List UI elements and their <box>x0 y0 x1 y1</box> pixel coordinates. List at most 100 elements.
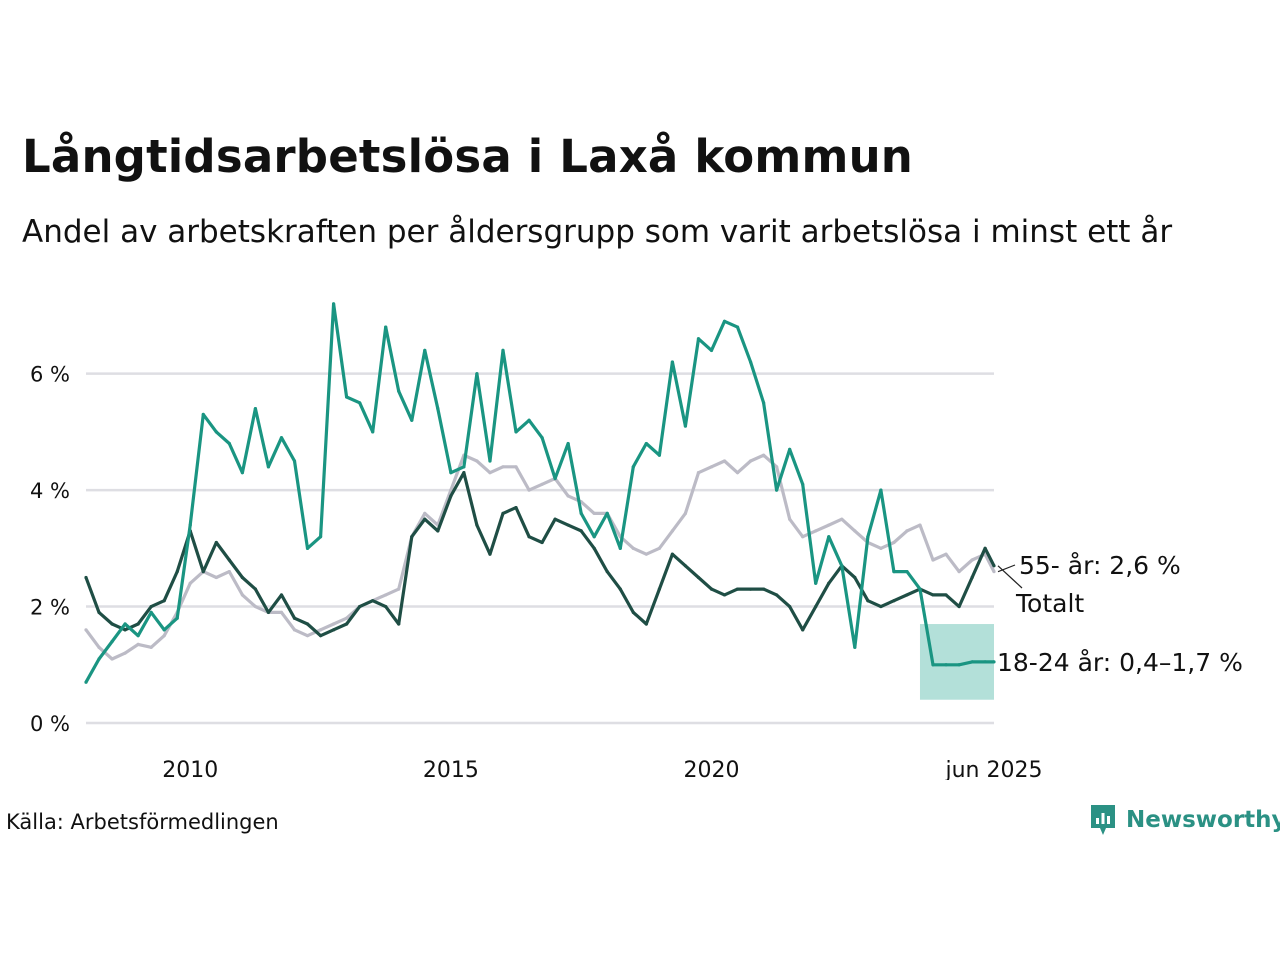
data-point-55-r <box>931 558 935 562</box>
data-point-18-24-r <box>918 587 922 591</box>
data-point-55-r <box>214 575 218 580</box>
data-point-18-24-r <box>305 546 310 550</box>
chart-subtitle: Andel av arbetskraften per åldersgrupp s… <box>22 214 1173 250</box>
data-point-18-24-r <box>957 663 961 667</box>
data-point-totalt <box>722 593 727 597</box>
data-point-totalt <box>592 546 596 550</box>
data-point-55-r <box>84 628 88 632</box>
data-point-totalt <box>553 517 557 521</box>
data-point-18-24-r <box>788 447 792 451</box>
y-tick-label: 2 % <box>30 596 70 620</box>
data-point-55-r <box>879 546 883 550</box>
data-point-totalt <box>358 604 362 609</box>
data-point-totalt <box>748 587 753 591</box>
data-point-totalt <box>605 570 609 574</box>
data-point-totalt <box>279 593 284 597</box>
data-point-55-r <box>540 482 544 486</box>
data-point-18-24-r <box>983 660 987 664</box>
data-point-55-r <box>748 459 753 463</box>
data-point-18-24-r <box>149 610 153 614</box>
data-point-18-24-r <box>331 302 336 306</box>
data-point-totalt <box>201 570 205 574</box>
data-point-totalt <box>292 616 297 620</box>
x-tick-label: 2010 <box>162 758 218 780</box>
data-point-totalt <box>788 604 792 609</box>
data-point-18-24-r <box>840 564 844 568</box>
data-point-55-r <box>722 459 727 463</box>
data-point-55-r <box>775 465 779 469</box>
brand-name: Newsworthy <box>1126 807 1280 833</box>
data-point-18-24-r <box>657 453 661 457</box>
data-point-18-24-r <box>240 471 244 475</box>
data-point-55-r <box>696 471 701 475</box>
data-point-55-r <box>475 459 479 463</box>
data-point-55-r <box>970 558 974 562</box>
data-point-totalt <box>735 587 740 591</box>
data-point-18-24-r <box>879 488 883 492</box>
data-point-18-24-r <box>905 570 909 574</box>
data-point-totalt <box>110 622 114 626</box>
data-point-55-r <box>501 465 505 469</box>
data-point-55-r <box>227 570 231 574</box>
data-point-18-24-r <box>227 441 231 446</box>
data-point-totalt <box>527 535 531 539</box>
data-point-55-r <box>253 604 258 609</box>
data-point-18-24-r <box>762 401 766 405</box>
data-point-totalt <box>149 604 153 609</box>
data-point-totalt <box>853 575 857 580</box>
data-point-totalt <box>397 622 401 626</box>
data-point-55-r <box>592 511 596 516</box>
data-point-18-24-r <box>540 436 544 440</box>
end-label-totalt: Totalt <box>1015 589 1084 618</box>
data-point-totalt <box>879 604 883 609</box>
data-point-55-r <box>136 642 140 647</box>
data-point-totalt <box>801 628 805 632</box>
data-point-totalt <box>657 587 661 591</box>
data-point-totalt <box>462 471 466 475</box>
data-point-18-24-r <box>501 348 505 352</box>
data-point-totalt <box>123 628 127 632</box>
data-point-totalt <box>566 523 570 527</box>
x-tick-label: jun 2025 <box>945 758 1043 780</box>
data-point-18-24-r <box>266 465 271 469</box>
data-point-18-24-r <box>527 418 531 422</box>
data-point-totalt <box>579 529 583 533</box>
source-note: Källa: Arbetsförmedlingen <box>6 810 279 834</box>
data-point-55-r <box>318 628 323 632</box>
data-point-totalt <box>814 604 818 609</box>
data-point-55-r <box>992 570 996 574</box>
data-point-totalt <box>84 575 88 580</box>
data-point-18-24-r <box>605 511 609 516</box>
data-point-18-24-r <box>123 622 127 626</box>
data-point-18-24-r <box>683 424 688 428</box>
data-point-55-r <box>292 628 297 632</box>
data-point-18-24-r <box>488 459 492 463</box>
data-point-totalt <box>866 599 870 603</box>
data-point-totalt <box>992 564 996 568</box>
leader-line-totalt <box>997 565 1023 589</box>
data-point-18-24-r <box>892 570 896 574</box>
data-point-18-24-r <box>944 663 948 667</box>
data-point-18-24-r <box>410 418 414 422</box>
leader-line-55 <box>997 564 1016 573</box>
data-point-18-24-r <box>579 511 583 516</box>
data-point-totalt <box>266 610 271 614</box>
data-point-55-r <box>488 471 492 475</box>
data-point-totalt <box>618 587 622 591</box>
data-point-totalt <box>423 517 427 521</box>
data-point-55-r <box>384 593 388 597</box>
data-point-55-r <box>814 529 818 533</box>
data-point-totalt <box>775 593 779 597</box>
data-point-18-24-r <box>279 436 284 440</box>
data-point-55-r <box>762 453 766 457</box>
x-tick-label: 2020 <box>683 758 739 780</box>
data-point-totalt <box>827 581 831 585</box>
data-point-55-r <box>788 517 792 521</box>
data-point-18-24-r <box>136 634 140 638</box>
chart-title: Långtidsarbetslösa i Laxå kommun <box>22 130 914 183</box>
data-point-totalt <box>318 634 323 638</box>
data-point-totalt <box>384 604 388 609</box>
data-point-18-24-r <box>201 412 205 417</box>
data-point-55-r <box>123 651 127 655</box>
data-point-55-r <box>657 546 661 550</box>
